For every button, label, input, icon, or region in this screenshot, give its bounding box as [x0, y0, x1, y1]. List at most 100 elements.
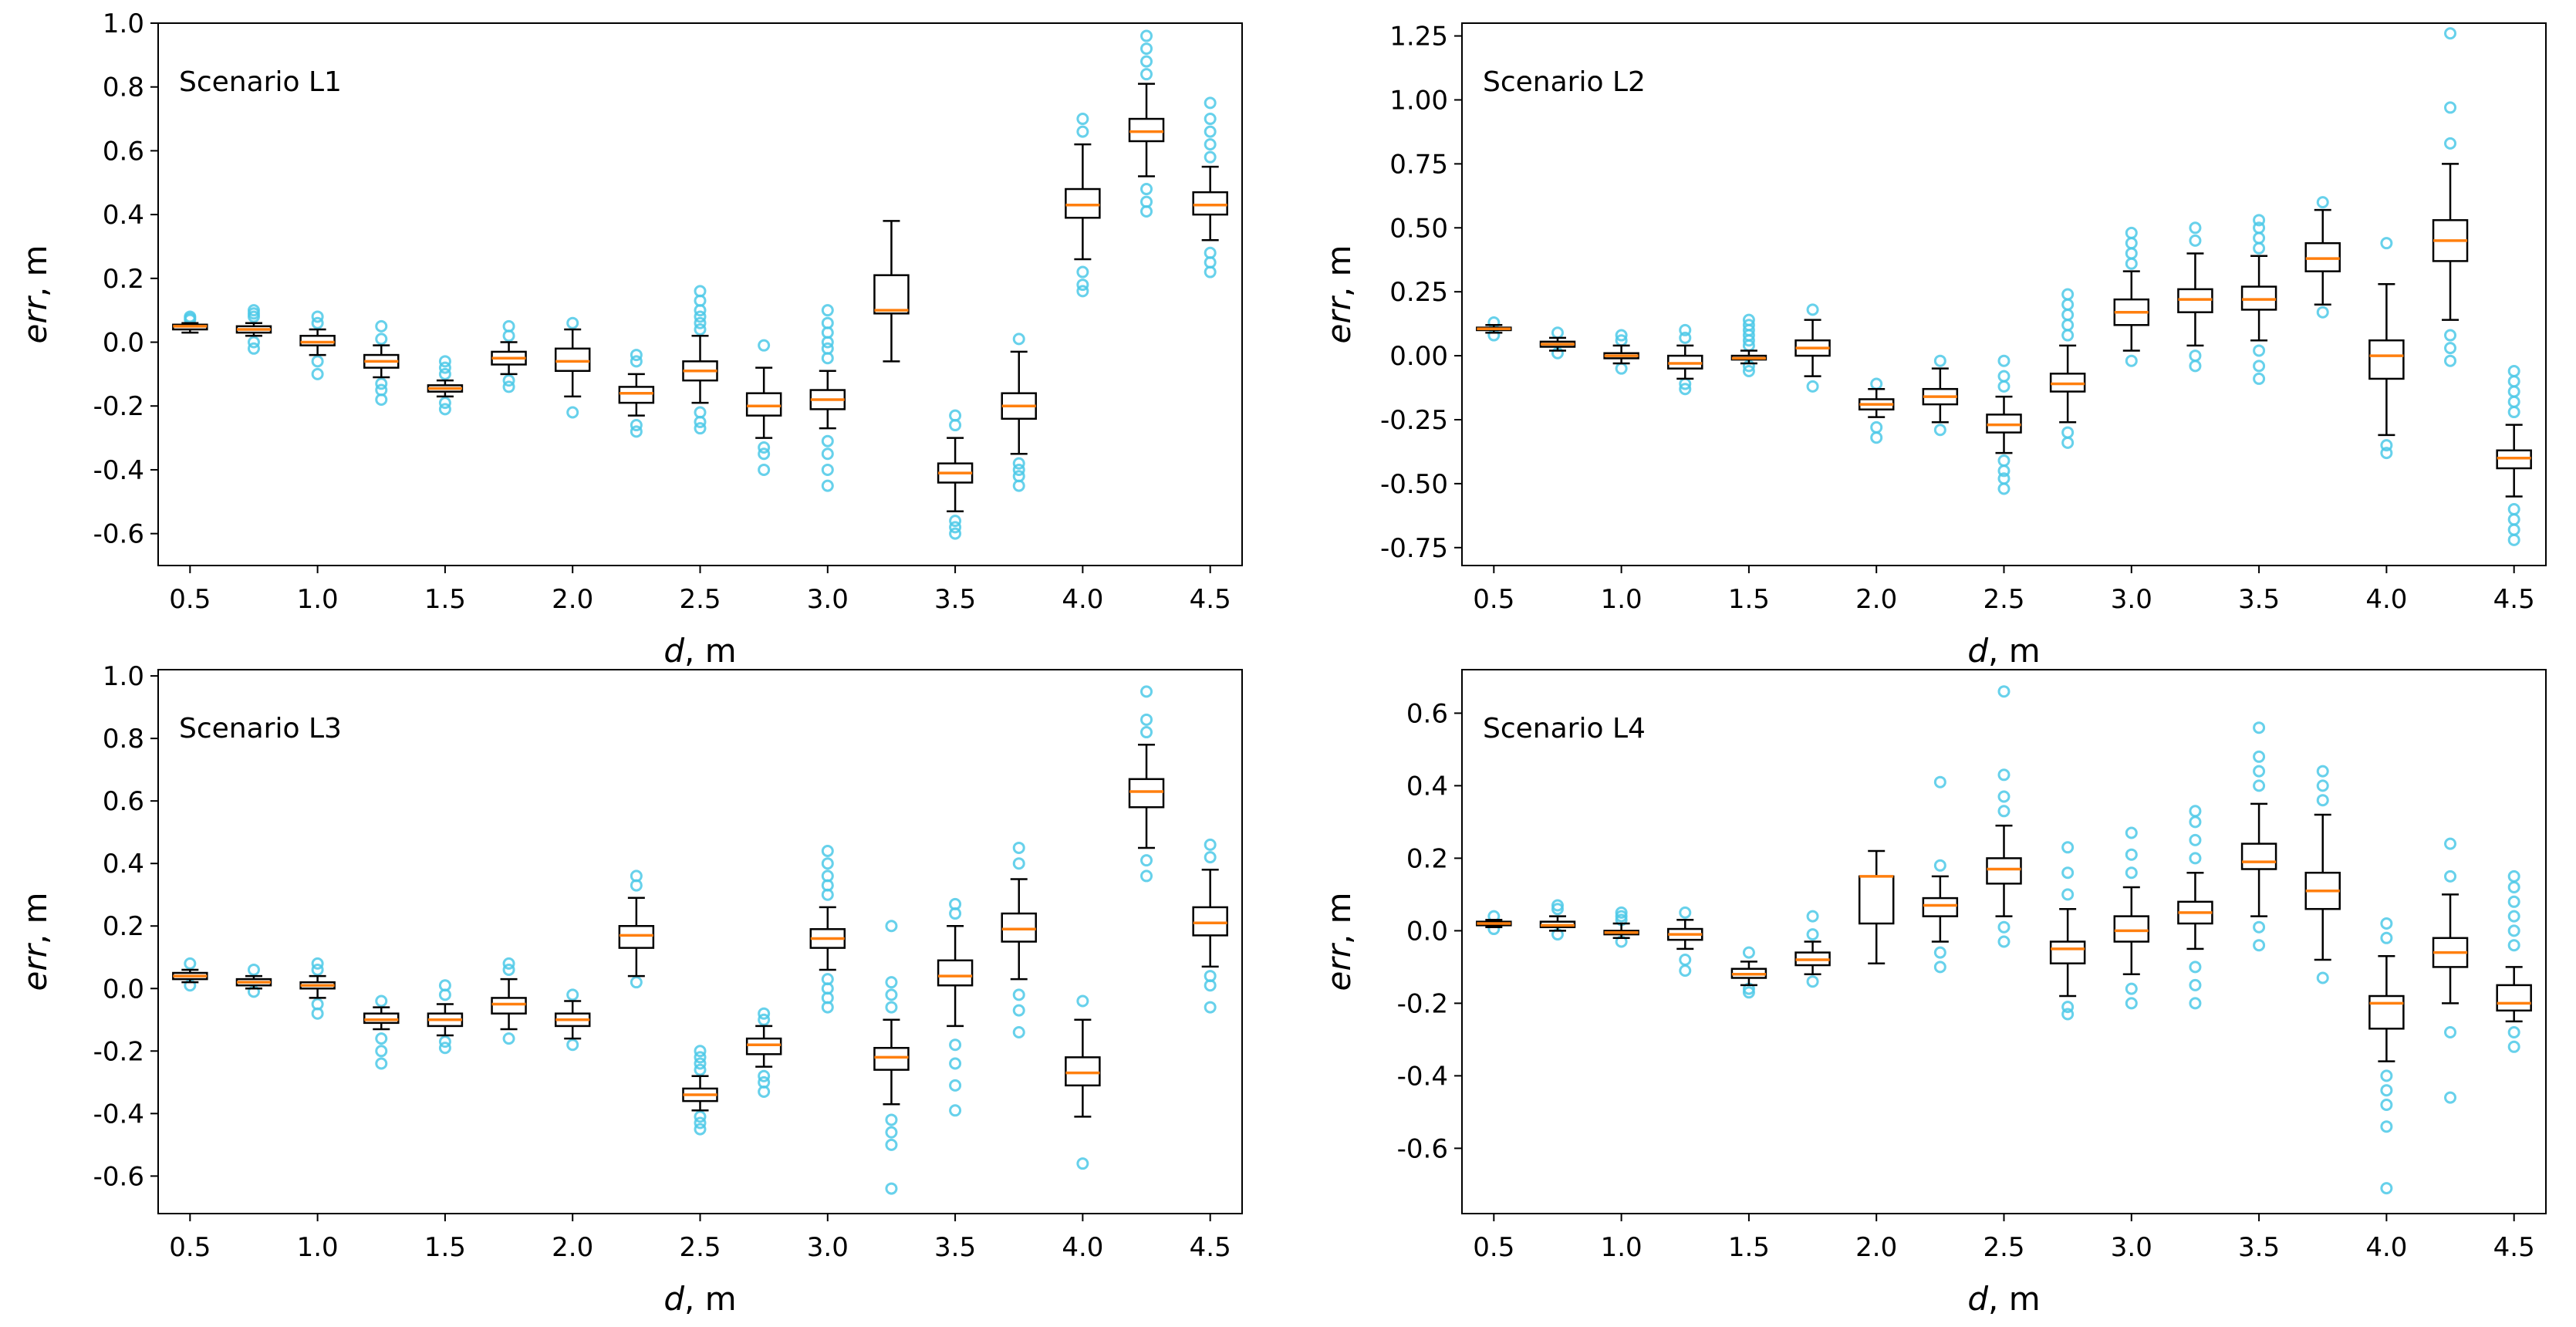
outlier-point [2380, 447, 2393, 460]
box-iqr [937, 959, 974, 987]
outlier-point [2125, 226, 2138, 239]
x-tick-label: 4.5 [1190, 584, 1231, 615]
outlier-point [1933, 775, 1946, 788]
box-group [1986, 354, 2022, 495]
outlier-point [1997, 935, 2010, 948]
box-group [2240, 721, 2277, 952]
outlier-point [2507, 910, 2520, 923]
boxes [172, 685, 1228, 1195]
outlier-point [2189, 997, 2202, 1010]
outlier-point [1679, 906, 1692, 919]
y-axis-unit: , m [16, 893, 54, 945]
outlier-point [2316, 971, 2329, 984]
outlier-point [1204, 851, 1217, 864]
x-tick-label: 0.5 [1473, 1232, 1514, 1263]
x-tick-label: 0.5 [169, 1232, 211, 1263]
box-iqr [1065, 187, 1101, 219]
x-tick-label: 1.5 [424, 584, 466, 615]
outlier-point [630, 349, 643, 362]
y-tick-label: 1.25 [1389, 22, 1448, 52]
outlier-point [630, 976, 643, 989]
box-group [2432, 837, 2469, 1104]
box-iqr [1192, 906, 1228, 937]
outlier-point [2125, 826, 2138, 839]
outlier-point [1012, 463, 1025, 476]
outlier-point [502, 380, 515, 393]
panel-scenario-l3: Scenario L3 d, m err, m 0.5 1.0 1.5 2.0 2.5 3… [16, 661, 1243, 1318]
outlier-point [2444, 1026, 2457, 1038]
outlier-point [438, 1042, 451, 1055]
outlier-point [821, 434, 834, 447]
outlier-point [885, 1113, 898, 1126]
outlier-point [885, 1001, 898, 1014]
outlier-point [1076, 125, 1089, 138]
outlier-point [2253, 214, 2266, 227]
outlier-point [1140, 685, 1153, 698]
outlier-point [375, 377, 388, 390]
outlier-point [1806, 975, 1819, 988]
box-group [1128, 29, 1165, 218]
outlier-point [885, 1126, 898, 1139]
panel-scenario-l1: Scenario L1 d, m err, m 0.5 1.0 1.5 2.0 2.5 3… [16, 8, 1243, 670]
y-tick-label: 0.8 [103, 724, 144, 755]
x-axis-unit: , m [684, 632, 737, 670]
outlier-point [1204, 979, 1217, 992]
outlier-point [2444, 137, 2457, 150]
x-tick-label: 3.5 [934, 1232, 976, 1263]
x-axis-var: d [1967, 632, 1988, 670]
outlier-point [2444, 329, 2457, 342]
outlier-point [1933, 946, 1946, 959]
outlier-point [694, 316, 707, 329]
box-group [172, 310, 208, 334]
x-tick-label: 4.5 [2493, 584, 2535, 615]
box-group [1539, 899, 1576, 941]
outlier-point [1140, 854, 1153, 867]
outlier-point [2061, 1001, 2075, 1014]
x-tick-label: 1.0 [297, 584, 339, 615]
x-axis-var: d [663, 1280, 684, 1318]
outlier-point [2253, 372, 2266, 385]
outlier-point [375, 1032, 388, 1045]
x-tick-label: 3.5 [934, 584, 976, 615]
box-group [937, 897, 974, 1117]
outlier-point [1933, 859, 1946, 872]
outlier-point [2061, 841, 2075, 854]
outlier-point [885, 1138, 898, 1151]
box-group [363, 994, 400, 1070]
outlier-point [2189, 221, 2202, 235]
outlier-point [1806, 928, 1819, 941]
outlier-point [502, 319, 515, 333]
outlier-point [247, 342, 260, 355]
outlier-point [1933, 424, 1946, 437]
outlier-point [502, 957, 515, 970]
box-group [1858, 849, 1895, 964]
outlier-point [694, 415, 707, 428]
box-iqr [2496, 984, 2532, 1012]
outlier-point [1140, 68, 1153, 81]
outlier-point [1012, 841, 1025, 854]
y-axis-label: err, m [1320, 893, 1358, 991]
box-group [491, 319, 527, 393]
outlier-point [2316, 765, 2329, 778]
box-iqr [554, 347, 591, 372]
box-group [1192, 96, 1228, 279]
outlier-point [694, 1123, 707, 1136]
y-tick-label: -0.6 [93, 1161, 144, 1192]
outlier-point [821, 463, 834, 476]
box-group [2049, 288, 2086, 449]
box-iqr [2049, 940, 2086, 964]
box-group [2049, 841, 2086, 1021]
box-group [2368, 237, 2405, 460]
x-tick-label: 1.0 [297, 1232, 339, 1263]
outlier-point [821, 304, 834, 317]
box-group [2368, 917, 2405, 1195]
box-iqr [363, 1012, 400, 1025]
outlier-point [885, 988, 898, 1001]
y-axis-var: err [16, 942, 54, 991]
x-tick-label: 1.0 [1601, 1232, 1642, 1263]
outlier-point [758, 1085, 771, 1098]
outlier-point [694, 1116, 707, 1129]
box-group [2177, 805, 2213, 1010]
outlier-point [2316, 306, 2329, 319]
outlier-point [1076, 285, 1089, 298]
